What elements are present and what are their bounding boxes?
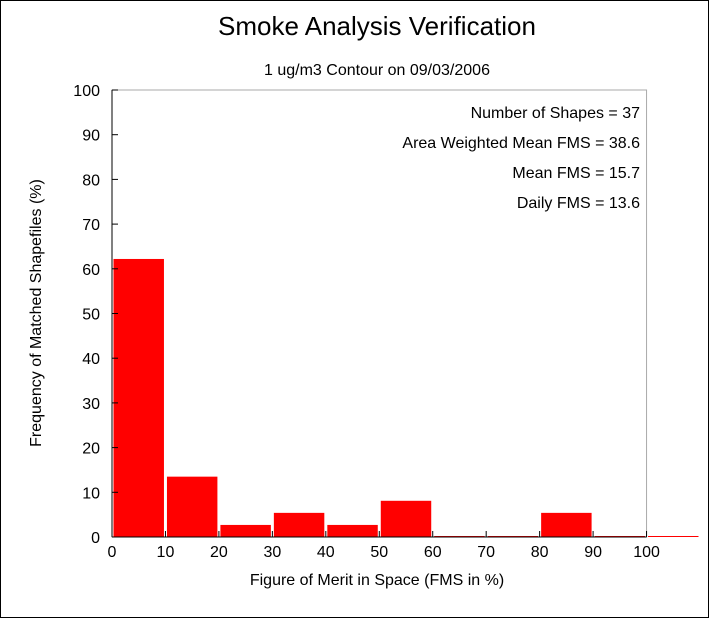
y-tick-label: 90: [82, 128, 100, 145]
x-tick-label: 90: [584, 544, 602, 561]
y-tick-label: 30: [82, 396, 100, 413]
y-tick-label: 40: [82, 351, 100, 368]
histogram-bar: [113, 258, 164, 537]
y-tick-label: 10: [82, 485, 100, 502]
histogram-bar: [273, 512, 325, 537]
stats-annotations: Number of Shapes = 37 Area Weighted Mean …: [402, 105, 640, 212]
stat-annotation: Mean FMS = 15.7: [512, 165, 640, 182]
chart-title: Smoke Analysis Verification: [218, 11, 536, 41]
y-tick-label: 100: [73, 83, 100, 100]
plot-area: [111, 89, 648, 538]
x-tick-labels: 0 10 20 30 40 50 60 70 80 90 100: [108, 531, 660, 561]
y-tick-label: 80: [82, 172, 100, 189]
histogram-bar: [166, 476, 218, 537]
stat-annotation: Number of Shapes = 37: [471, 105, 641, 122]
x-tick-label: 100: [633, 544, 660, 561]
histogram-bar: [541, 512, 592, 537]
x-tick-label: 10: [157, 544, 175, 561]
x-tick-label: 30: [263, 544, 281, 561]
y-tick-label: 50: [82, 307, 100, 324]
bars-group: [113, 258, 699, 537]
x-tick-label: 0: [108, 544, 117, 561]
x-tick-label: 60: [424, 544, 442, 561]
y-tick-label: 0: [91, 530, 100, 547]
chart-subtitle: 1 ug/m3 Contour on 09/03/2006: [264, 62, 490, 79]
stat-annotation: Daily FMS = 13.6: [517, 195, 640, 212]
y-tick-label: 70: [82, 217, 100, 234]
x-tick-label: 40: [317, 544, 335, 561]
x-tick-label: 20: [210, 544, 228, 561]
stat-annotation: Area Weighted Mean FMS = 38.6: [402, 135, 640, 152]
y-tick-label: 20: [82, 441, 100, 458]
axes-group: [111, 90, 647, 538]
x-axis-label: Figure of Merit in Space (FMS in %): [250, 572, 504, 589]
x-tick-label: 70: [477, 544, 495, 561]
histogram-bar: [327, 524, 378, 537]
y-tick-labels: 0 10 20 30 40 50 60 70 80 90 100: [73, 83, 118, 547]
histogram-bar: [380, 500, 432, 537]
y-tick-label: 60: [82, 262, 100, 279]
histogram-bar: [220, 524, 271, 537]
y-axis-label: Frequency of Matched Shapefiles (%): [28, 179, 45, 447]
x-tick-label: 50: [370, 544, 388, 561]
x-tick-label: 80: [531, 544, 549, 561]
